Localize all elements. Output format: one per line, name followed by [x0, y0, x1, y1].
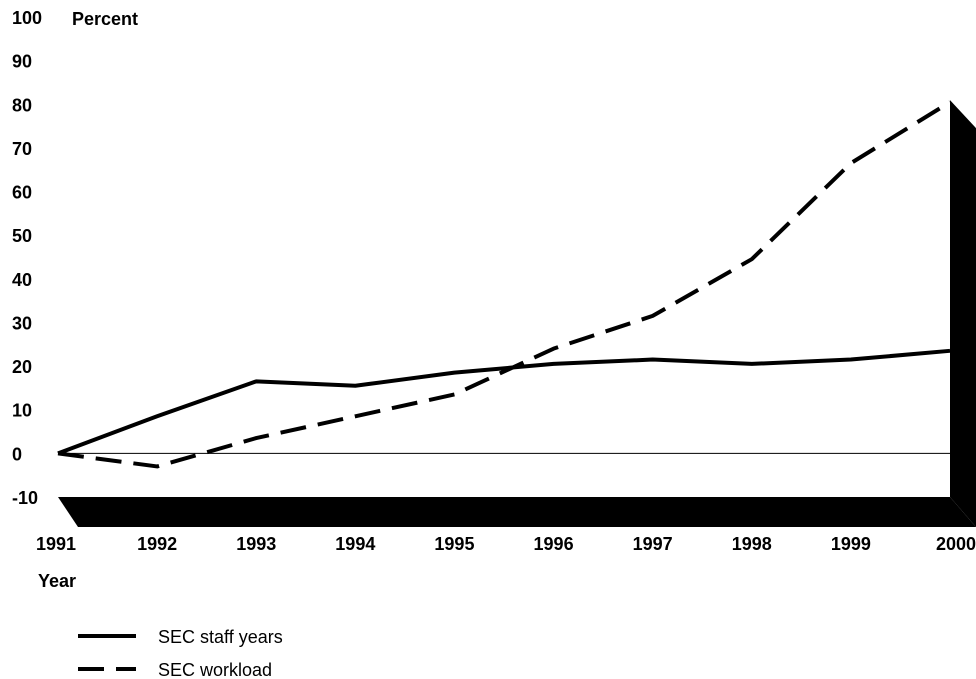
series-lines: [57, 100, 952, 469]
chart-floor: [58, 497, 976, 527]
x-tick-label: 1998: [732, 534, 772, 554]
y-tick-label: 70: [12, 139, 32, 159]
y-tick-label: 80: [12, 95, 32, 115]
series-line-sec-workload: [57, 100, 952, 469]
chart-3d-frame: [58, 100, 976, 527]
y-tick-label: 100: [12, 8, 42, 28]
chart-right-wall: [950, 100, 976, 527]
y-axis-title: Percent: [72, 9, 138, 29]
legend-label: SEC staff years: [158, 627, 283, 647]
y-tick-label: -10: [12, 488, 38, 508]
x-tick-label: 1994: [335, 534, 375, 554]
y-tick-label: 50: [12, 226, 32, 246]
x-axis-title: Year: [38, 571, 76, 591]
x-tick-label: 1991: [36, 534, 76, 554]
y-tick-label: 30: [12, 313, 32, 333]
x-tick-label: 1996: [534, 534, 574, 554]
series-line-sec-staff-years: [57, 348, 951, 456]
y-tick-label: 20: [12, 357, 32, 377]
y-tick-label: 10: [12, 401, 32, 421]
y-tick-label: 60: [12, 183, 32, 203]
y-tick-label: 0: [12, 444, 22, 464]
x-tick-labels: 1991 1992 1993 1994 1995 1996 1997 1998 1999 2000: [36, 534, 976, 554]
x-tick-label: 1992: [137, 534, 177, 554]
x-tick-label: 1999: [831, 534, 871, 554]
y-tick-label: 90: [12, 52, 32, 72]
x-tick-label: 1997: [633, 534, 673, 554]
legend-label: SEC workload: [158, 660, 272, 679]
x-tick-label: 2000: [936, 534, 976, 554]
x-tick-label: 1995: [434, 534, 474, 554]
y-tick-label: 40: [12, 270, 32, 290]
legend: SEC staff years SEC workload: [78, 627, 283, 679]
x-tick-label: 1993: [236, 534, 276, 554]
